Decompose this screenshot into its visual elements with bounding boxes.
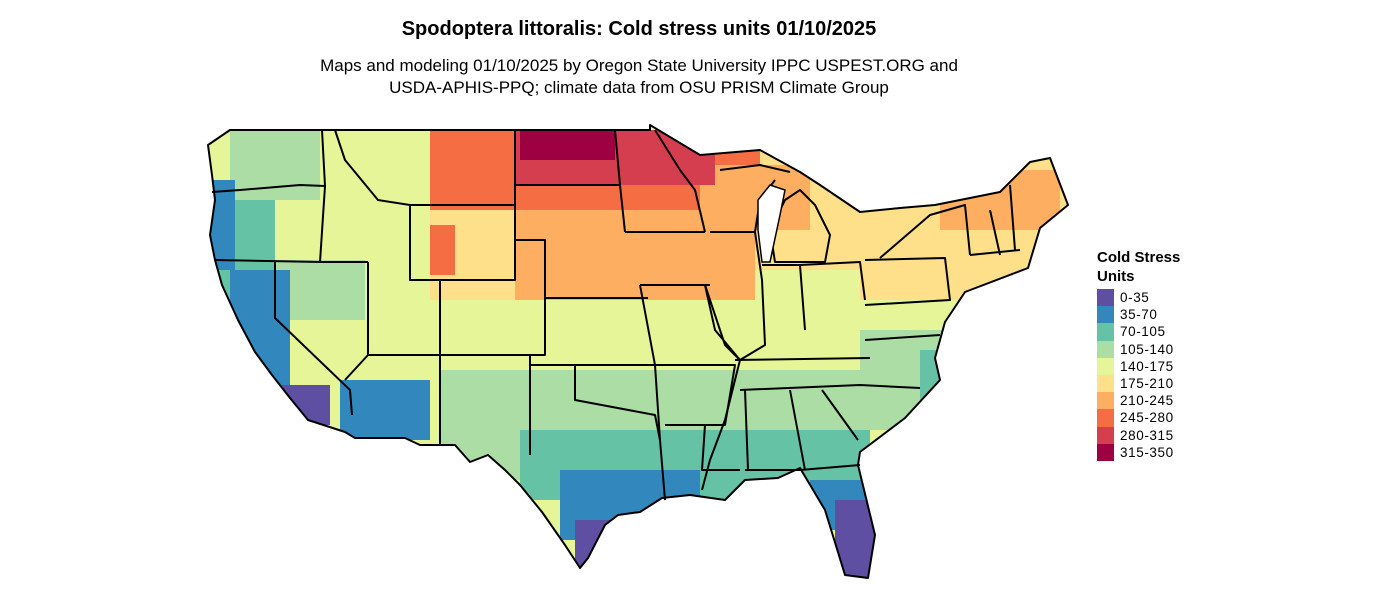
zone-0-35-texas [575,520,620,570]
new-england-borders [969,184,1021,256]
ms-al-border [744,389,749,471]
la-ms-border [665,424,740,471]
zone-35-70-arizona [340,380,430,440]
legend-item: 280-315 [1097,426,1180,444]
map-subtitle: Maps and modeling 01/10/2025 by Oregon S… [0,55,1278,99]
legend-swatch [1097,323,1114,341]
ok-tx-border [574,365,661,441]
mo-west-border [639,284,666,501]
oh-border [799,261,866,301]
legend-items: 0-35 35-70 70-105 105-140 140-175 175-210 210-… [1097,289,1180,461]
state-boundaries [207,124,1069,579]
legend-label: 70-105 [1120,324,1166,340]
map-title: Spodoptera littoralis: Cold stress units… [401,18,877,40]
legend-title-line-1: Cold Stress [1097,249,1181,266]
legend-label: 280-315 [1120,427,1174,443]
legend-swatch [1097,289,1114,307]
zone-105-140-nw [230,130,320,200]
ga-fl-border [745,464,861,471]
legend-title: Cold Stress Units [1097,248,1180,286]
legend-swatch [1097,409,1114,427]
legend-swatch [1097,340,1114,358]
mn-wi-border [654,129,706,233]
ca-nv-border [274,262,353,416]
ky-tn-border [734,357,871,361]
mississippi-river [701,284,741,491]
legend-label: 140-175 [1120,358,1174,374]
legend-item: 210-245 [1097,392,1180,410]
legend-item: 245-280 [1097,409,1180,427]
tn-ga-border [739,384,921,391]
legend-item: 140-175 [1097,357,1180,375]
dakotas-east-border [614,129,626,233]
or-ca-nv-border [214,259,368,263]
legend-label: 0-35 [1120,290,1150,306]
co-nm-border [440,280,546,356]
legend-swatch [1097,426,1114,444]
legend-swatch [1097,443,1114,461]
zone-70-105-carolina [920,350,945,400]
zone-35-70-california [230,270,290,410]
legend-label: 245-280 [1120,410,1174,426]
legend-label: 210-245 [1120,393,1174,409]
al-ga-border [789,389,806,471]
legend-swatch [1097,374,1114,393]
legend-label: 315-350 [1120,444,1174,460]
legend-swatch [1097,306,1114,324]
legend-label: 105-140 [1120,341,1174,357]
subtitle-line-1: Maps and modeling 01/10/2025 by Oregon S… [320,56,958,75]
us-outline [207,124,1069,579]
legend-item: 315-350 [1097,443,1180,461]
wy-block [409,204,516,281]
legend-item: 105-140 [1097,340,1180,358]
legend-swatch [1097,357,1114,375]
legend: Cold Stress Units 0-35 35-70 70-105 105-140… [1097,248,1180,461]
zone-210-245-michigan [700,165,810,230]
ny-border [879,204,971,259]
wa-or-border [211,184,326,193]
lake-michigan [757,184,786,263]
pa-border [864,257,951,306]
legend-title-line-2: Units [1097,268,1135,285]
id-west-border [319,129,326,263]
zone-0-35-socal [270,385,330,425]
ga-sc-border [821,389,859,441]
legend-label: 175-210 [1120,376,1174,392]
legend-item: 0-35 [1097,289,1180,307]
legend-item: 70-105 [1097,323,1180,341]
subtitle-line-2: USDA-APHIS-PPQ; climate data from OSU PR… [389,78,889,97]
zone-35-70-coast [208,180,235,270]
legend-item: 35-70 [1097,306,1180,324]
legend-swatch [1097,392,1114,410]
legend-item: 175-210 [1097,374,1180,393]
legend-label: 35-70 [1120,307,1158,323]
id-mt-border [334,129,411,206]
va-nc-border [864,334,941,341]
